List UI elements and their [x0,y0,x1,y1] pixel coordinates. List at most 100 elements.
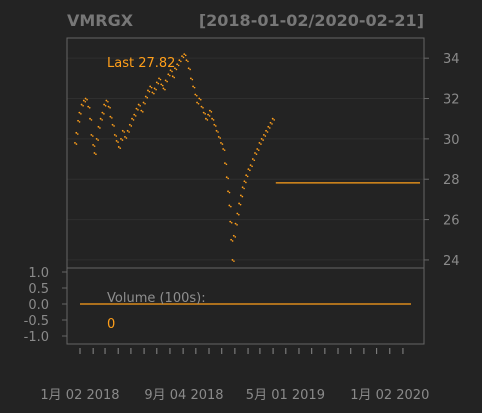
price-y-tick-label: 28 [443,173,460,188]
price-point [210,111,213,113]
price-point [92,135,94,137]
price-point [119,147,122,149]
price-point [269,121,272,124]
price-point [159,78,162,81]
price-point [241,195,244,198]
price-point [105,99,108,102]
price-point [271,123,273,125]
price-point [175,68,178,71]
price-point [128,123,131,126]
price-point [245,174,248,177]
price-point [202,106,204,109]
price-point [99,127,101,129]
x-axis-labels: 1月 02 2018 9月 04 2018 5月 01 2019 1月 02 2020 [40,388,429,403]
price-point [121,139,124,141]
price-point [208,115,211,117]
price-point [88,106,91,109]
price-point [189,77,192,80]
price-point [229,220,232,223]
price-point [204,113,206,115]
price-point [155,88,157,91]
price-point [273,119,276,121]
price-point [215,129,218,132]
price-point [253,159,256,162]
price-point [97,139,99,141]
volume-last-value: 0 [107,317,115,332]
x-axis-label: 5月 01 2019 [246,388,325,403]
volume-label: Volume (100s): [107,291,206,306]
price-point [93,152,96,154]
price-point [103,103,106,106]
price-point [192,85,194,88]
price-point [166,80,168,83]
price-point [142,111,144,113]
price-y-tick-label: 30 [443,133,460,148]
price-point [228,204,231,207]
price-point [117,141,119,143]
price-point [211,117,214,120]
price-point [191,78,194,81]
price-point [95,153,97,155]
price-y-tick-label: 24 [443,254,460,269]
price-point [146,96,149,99]
price-y-tick-label: 26 [443,214,460,229]
price-point [134,115,137,117]
price-point [205,117,207,120]
price-point [231,240,234,242]
price-point [181,55,183,58]
price-point [171,75,174,78]
price-point [155,81,158,84]
price-point [117,146,120,148]
price-point [137,103,140,106]
price-point [84,97,87,100]
price-y-tick-label: 32 [443,93,460,108]
price-point [158,77,160,80]
price-point [215,125,217,127]
price-point [184,54,187,57]
price-point [107,105,110,108]
volume-y-axis: 1.00.50.0-0.5-1.0 [24,266,67,345]
price-point [95,137,98,140]
price-point [89,117,91,120]
price-point [162,87,165,90]
price-point [228,191,231,194]
price-point [231,259,234,261]
price-point [247,168,250,171]
price-point [195,94,198,97]
price-point [243,180,246,183]
price-point [202,111,205,114]
price-point [249,164,252,167]
price-point [178,59,181,62]
price-point [221,143,224,145]
price-point [167,73,170,76]
price-point [241,186,244,189]
price-point [193,86,196,89]
price-point [139,104,141,107]
price-point [148,90,151,93]
x-axis-label: 1月 02 2020 [350,388,429,403]
price-point [199,98,202,101]
volume-y-tick-label: 0.0 [28,298,49,313]
price-point [78,121,81,123]
price-point [169,74,171,77]
price-point [126,129,129,132]
price-point [144,95,147,98]
price-y-axis: 24 26 28 30 32 34 [424,52,460,269]
last-value-annotation: Last 27.82 [107,56,175,71]
price-point [233,260,235,262]
price-point [258,142,261,144]
price-point [140,109,143,112]
price-point [113,133,116,136]
price-point [189,68,191,71]
price-point [115,135,118,137]
price-point [131,117,133,120]
price-point [121,129,124,132]
price-point [169,69,172,72]
price-point [262,139,264,141]
price-point [198,97,201,100]
price-point [77,119,79,122]
price-point [239,194,242,197]
price-point [223,149,226,151]
